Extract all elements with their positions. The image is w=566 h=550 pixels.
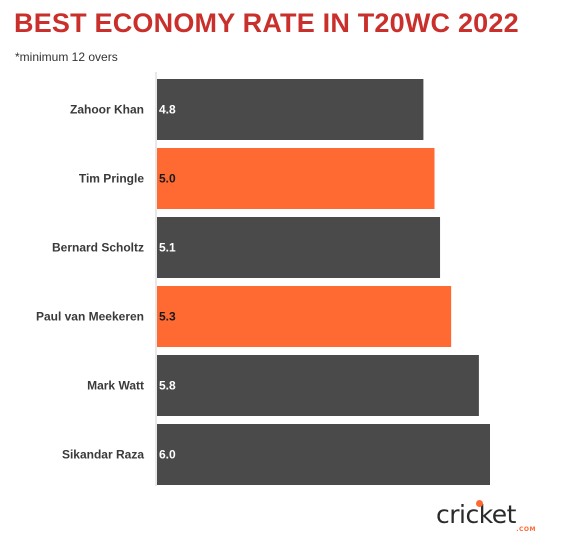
bar-mark-watt	[157, 355, 479, 416]
category-label: Bernard Scholtz	[52, 241, 144, 255]
data-label: 5.3	[159, 310, 176, 324]
category-label: Paul van Meekeren	[36, 310, 144, 324]
data-label: 5.0	[159, 172, 176, 186]
data-label: 5.8	[159, 379, 176, 393]
chart-title: BEST ECONOMY RATE IN T20WC 2022	[14, 8, 519, 38]
data-label: 4.8	[159, 103, 176, 117]
bar-zahoor-khan	[157, 79, 424, 140]
chart-subtitle: *minimum 12 overs	[15, 50, 118, 64]
category-label: Tim Pringle	[79, 172, 144, 186]
category-label: Mark Watt	[87, 379, 144, 393]
bar-tim-pringle	[157, 148, 435, 209]
logo-suffix: .COM	[516, 526, 536, 533]
bar-paul-van-meekeren	[157, 286, 452, 347]
data-label: 6.0	[159, 448, 176, 462]
bars-group: 4.8 Zahoor Khan 5.0 Tim Pringle 5.1 Bernard S…	[36, 79, 490, 485]
bar-sikandar-raza	[157, 424, 490, 485]
bar-bernard-scholtz	[157, 217, 441, 278]
cricket-com-logo: cricket .COM	[436, 500, 536, 536]
data-label: 5.1	[159, 241, 176, 255]
logo-dot-icon	[476, 500, 483, 507]
category-label: Zahoor Khan	[70, 103, 144, 117]
category-label: Sikandar Raza	[62, 448, 144, 462]
